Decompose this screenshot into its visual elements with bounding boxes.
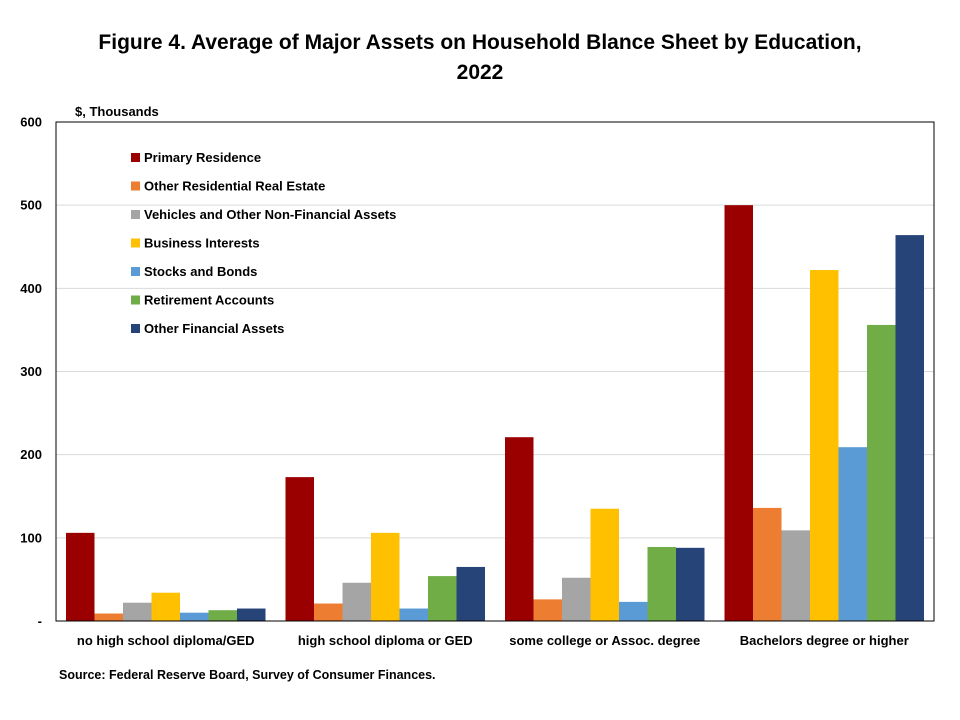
y-tick-label: 100 [20, 530, 42, 545]
bar [505, 437, 534, 621]
y-tick-label: 200 [20, 447, 42, 462]
bar [619, 601, 648, 621]
x-tick-label: some college or Assoc. degree [509, 633, 700, 648]
legend-label: Business Interests [144, 236, 260, 251]
bar [66, 532, 95, 621]
bar [724, 205, 753, 621]
y-tick-label: 400 [20, 281, 42, 296]
bar [895, 235, 924, 621]
legend-label: Other Financial Assets [144, 321, 284, 336]
legend-label: Other Residential Real Estate [144, 179, 325, 194]
legend-label: Primary Residence [144, 150, 261, 165]
bar [399, 608, 428, 621]
bar [533, 599, 562, 621]
bar [208, 610, 237, 621]
source-note: Source: Federal Reserve Board, Survey of… [59, 668, 436, 682]
legend-label: Retirement Accounts [144, 293, 274, 308]
bar [753, 507, 782, 621]
legend: Primary Residence Other Residential Real … [131, 150, 396, 336]
legend-label: Stocks and Bonds [144, 264, 257, 279]
x-tick-label: Bachelors degree or higher [740, 633, 909, 648]
y-axis-unit-label: $, Thousands [75, 104, 159, 119]
bar [781, 530, 810, 621]
legend-swatch [131, 267, 140, 276]
bar [867, 324, 896, 621]
x-tick-label: no high school diploma/GED [77, 633, 255, 648]
bar [590, 508, 619, 621]
legend-swatch [131, 153, 140, 162]
y-tick-label: - [38, 614, 42, 629]
x-tick-label: high school diploma or GED [298, 633, 473, 648]
bar [456, 566, 485, 621]
bar [342, 582, 371, 621]
bar [371, 532, 400, 621]
bar [562, 577, 591, 621]
gridlines [56, 204, 934, 539]
legend-label: Vehicles and Other Non-Financial Assets [144, 207, 396, 222]
y-tick-label: 500 [20, 198, 42, 213]
x-axis-labels: no high school diploma/GED high school di… [77, 633, 909, 648]
bar [314, 603, 343, 621]
y-tick-label: 600 [20, 115, 42, 130]
legend-swatch [131, 324, 140, 333]
bar [838, 447, 867, 621]
bar [151, 592, 180, 621]
bar [237, 608, 266, 621]
bar [123, 602, 152, 621]
bar [428, 576, 457, 621]
chart-title-line-2: 2022 [456, 61, 504, 84]
legend-swatch [131, 295, 140, 305]
bar [676, 547, 705, 621]
chart-title-line-1: Figure 4. Average of Major Assets on Hou… [98, 31, 862, 54]
chart-title: Figure 4. Average of Major Assets on Hou… [60, 28, 900, 88]
bars [66, 205, 924, 621]
bar [285, 477, 314, 621]
plot-area-frame [55, 121, 935, 622]
legend-swatch [131, 238, 140, 248]
bar [810, 270, 839, 621]
y-tick-label: 300 [20, 364, 42, 379]
legend-swatch [131, 210, 140, 219]
y-axis-ticks: - 100 200 300 400 500 600 [20, 115, 42, 629]
bar [180, 612, 209, 621]
legend-swatch [131, 181, 140, 191]
bar [94, 613, 123, 621]
bar [647, 546, 676, 621]
